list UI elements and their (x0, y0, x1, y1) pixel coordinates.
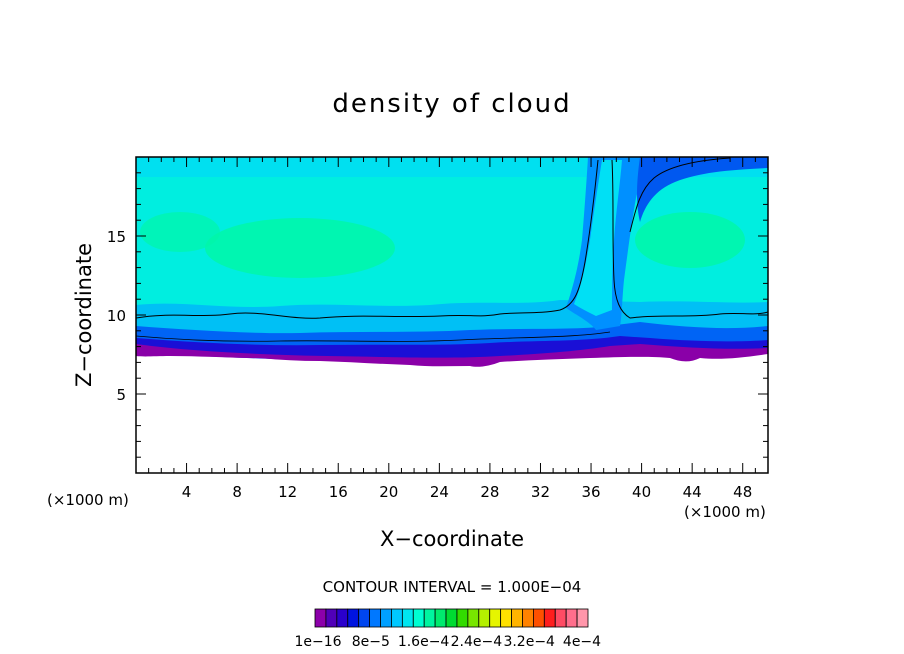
x-tick-label: 36 (581, 483, 600, 501)
colorbar-swatch (565, 608, 578, 628)
y-tick-label: 5 (116, 386, 126, 404)
colorbar-label: 1.6e−4 (398, 634, 450, 650)
x-tick-label: 28 (480, 483, 499, 501)
y-axis: 5 10 15 (107, 172, 768, 458)
colorbar-label: 8e−5 (352, 634, 390, 650)
x-tick-label: 12 (278, 483, 297, 501)
plume-edge (637, 157, 768, 222)
colorbar-label: 2.4e−4 (451, 634, 503, 650)
y-tick-label: 10 (107, 307, 126, 325)
x-tick-label: 40 (632, 483, 651, 501)
colorbar-swatch (489, 608, 502, 628)
y-tick-label: 15 (107, 228, 126, 246)
x-tick-label: 8 (232, 483, 242, 501)
x-axis-label: X−coordinate (380, 527, 524, 551)
colorbar-swatch (336, 608, 349, 628)
colorbar-swatch (325, 608, 338, 628)
x-tick-label: 20 (379, 483, 398, 501)
colorbar-swatch (533, 608, 545, 628)
colorbar-label: 3.2e−4 (503, 634, 555, 650)
x-tick-label: 32 (531, 483, 550, 501)
x-tick-label: 48 (733, 483, 752, 501)
colorbar-swatch (369, 608, 381, 628)
colorbar-swatch (456, 608, 469, 628)
colorbar-label: 4e−4 (563, 634, 601, 650)
x-tick-label: 44 (683, 483, 702, 501)
contour-interval-label: CONTOUR INTERVAL = 1.000E−04 (323, 578, 582, 596)
chart-title: density of cloud (332, 89, 571, 119)
plume-core (574, 160, 622, 316)
contour-line (629, 157, 731, 233)
colorbar-swatch (358, 608, 370, 628)
colorbar-swatch (434, 608, 447, 628)
green-patch (205, 218, 395, 278)
colorbar-swatch (347, 608, 360, 628)
colorbar-swatch (478, 608, 491, 628)
contour-line (136, 159, 599, 319)
colorbar-swatch (511, 608, 523, 628)
contour-line (611, 159, 768, 319)
colorbar (314, 608, 589, 628)
colorbar-swatch (391, 608, 403, 628)
x-axis: 4 8 12 16 20 24 28 32 36 40 44 48 (148, 157, 756, 501)
colorbar-swatch (554, 608, 567, 628)
colorbar-swatch (445, 608, 458, 628)
cloud-base (136, 344, 768, 367)
contour-line (136, 331, 611, 342)
colorbar-swatch (543, 608, 556, 628)
colorbar-swatch (412, 608, 425, 628)
green-patch (635, 212, 745, 268)
x-unit-right: (×1000 m) (684, 503, 766, 521)
colorbar-labels: 1e−16 8e−5 1.6e−4 2.4e−4 3.2e−4 4e−4 (294, 634, 601, 650)
x-tick-label: 24 (430, 483, 449, 501)
density-field (136, 157, 768, 473)
colorbar-swatch (500, 608, 512, 628)
green-patch (140, 212, 220, 252)
colorbar-swatch (467, 608, 480, 628)
colorbar-swatch (314, 608, 327, 628)
colorbar-label: 1e−16 (294, 634, 341, 650)
x-tick-label: 4 (182, 483, 192, 501)
colorbar-swatch (380, 608, 392, 628)
colorbar-swatch (423, 608, 436, 628)
colorbar-swatch (401, 608, 414, 628)
colorbar-swatch (522, 608, 534, 628)
x-unit-left: (×1000 m) (47, 491, 129, 509)
y-axis-label: Z−coordinate (72, 243, 96, 387)
x-tick-label: 16 (329, 483, 348, 501)
colorbar-swatch (576, 608, 589, 628)
